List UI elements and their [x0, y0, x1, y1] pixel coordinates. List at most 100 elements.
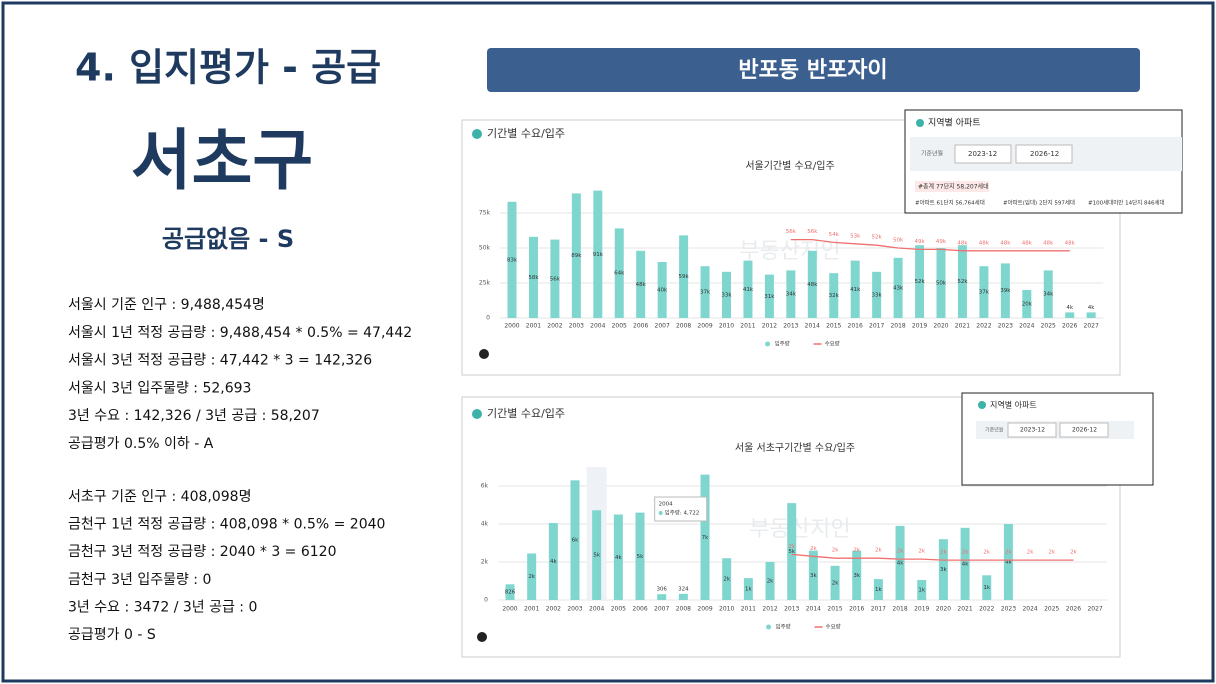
bar	[917, 580, 927, 600]
bar	[957, 245, 967, 318]
date-box	[1059, 422, 1109, 438]
bar-label: 3k	[810, 573, 817, 579]
y-tick-label: 4k	[481, 521, 489, 528]
bar	[657, 262, 667, 318]
line-label: 2k	[810, 546, 817, 552]
bar	[786, 270, 796, 318]
bar	[808, 550, 818, 600]
x-tick-label: 2004	[589, 606, 604, 613]
bar-label: 48k	[636, 282, 647, 288]
x-tick-label: 2016	[848, 323, 863, 330]
bar-label: 33k	[721, 292, 732, 298]
line-label: 48k	[957, 240, 968, 246]
inset: 지역별 아파트 기준년월 2023-12 2026-12	[961, 392, 1154, 486]
inset: 지역별 아파트 기준년월 2023-12 2026-12 #총계 77단지 58…	[904, 109, 1183, 214]
bar-label: 59k	[679, 274, 690, 280]
bar	[613, 514, 623, 600]
x-tick-label: 2021	[957, 606, 972, 613]
x-tick-label: 2006	[633, 323, 648, 330]
x-tick-label: 2019	[912, 323, 927, 330]
bar-label: 83k	[507, 257, 518, 263]
bar	[678, 593, 688, 600]
tag: #아파트 61단지 56,764세대	[915, 199, 985, 207]
line-label: 2k	[1048, 550, 1055, 556]
bar	[1000, 263, 1010, 318]
bar-label: 48k	[807, 282, 818, 288]
bar-label: 4k	[1066, 305, 1073, 311]
bar-label: 7k	[702, 535, 709, 541]
line-label: 2k	[897, 549, 904, 555]
bar-label: 64k	[614, 271, 625, 277]
line	[790, 238, 1070, 252]
bar	[936, 248, 946, 318]
district: 서초구	[131, 122, 313, 199]
x-tick-label: 2025	[1041, 323, 1056, 330]
bar-label: 4k	[615, 555, 622, 561]
bar	[787, 503, 797, 600]
line-label: 49k	[914, 239, 925, 245]
x-tick-label: 2007	[654, 606, 669, 613]
bar-label: 4k	[1088, 305, 1095, 311]
line-label: 48k	[1043, 240, 1054, 246]
note-line: 금천구 1년 적정 공급량 : 408,098 * 0.5% = 2040	[68, 517, 385, 533]
line-label: 53k	[850, 233, 861, 239]
bar	[550, 239, 560, 318]
line-label: 2k	[788, 544, 795, 550]
icon	[472, 129, 482, 139]
x-tick-label: 2023	[998, 323, 1013, 330]
bar	[764, 274, 774, 318]
icon	[978, 401, 986, 409]
line-label: 48k	[979, 240, 990, 246]
line-label: 52k	[872, 235, 883, 241]
bar	[895, 525, 905, 600]
line-label: 2k	[832, 548, 839, 554]
badge	[487, 48, 1140, 92]
bar-label: 34k	[1043, 292, 1054, 298]
bar	[743, 260, 753, 318]
line-label: 2k	[1005, 550, 1012, 556]
note-line: 서울시 1년 적정 공급량 : 9,488,454 * 0.5% = 47,44…	[68, 325, 412, 341]
line	[791, 553, 1074, 561]
note-line: 서울시 기준 인구 : 9,488,454명	[68, 297, 265, 313]
x-tick-label: 2013	[784, 606, 799, 613]
x-tick-label: 2027	[1084, 323, 1099, 330]
line-label: 48k	[1000, 240, 1011, 246]
y-tick-label: 0	[486, 315, 490, 322]
legend-swatch	[765, 341, 771, 347]
bar	[679, 235, 689, 318]
x-tick-label: 2004	[590, 323, 605, 330]
bar	[507, 201, 517, 318]
legend-label: 입주량	[776, 623, 791, 631]
bar-label: 2k	[832, 580, 839, 586]
bar-label: 20k	[1022, 302, 1033, 308]
x-tick-label: 2003	[569, 323, 584, 330]
bar-label: 31k	[764, 294, 775, 300]
x-tick-label: 2008	[676, 606, 691, 613]
date-box	[954, 144, 1012, 164]
x-tick-label: 2001	[524, 606, 539, 613]
x-tick-label: 2015	[827, 606, 842, 613]
bar-label: 37k	[700, 290, 711, 296]
x-tick-label: 2022	[979, 606, 994, 613]
x-tick-label: 2000	[504, 323, 519, 330]
legend-label: 입주량	[775, 340, 790, 348]
legend-label: 수요량	[826, 624, 841, 631]
date-to: 2026-12	[1030, 150, 1059, 158]
bar	[1086, 312, 1096, 318]
line-label: 48k	[1022, 240, 1033, 246]
bar-label: 4k	[897, 560, 904, 566]
watermark: 부동산지인	[749, 517, 850, 542]
bar-label: 3k	[853, 573, 860, 579]
bar	[852, 550, 862, 600]
x-tick-label: 2020	[936, 606, 951, 613]
bar	[657, 594, 667, 600]
x-tick-label: 2019	[914, 606, 929, 613]
bar-label: 89k	[571, 253, 582, 259]
x-tick-label: 2003	[567, 606, 582, 613]
icon	[916, 119, 924, 127]
bar	[636, 250, 646, 318]
bar	[635, 512, 645, 600]
home-icon	[477, 632, 487, 642]
line-label: 56k	[786, 229, 797, 235]
